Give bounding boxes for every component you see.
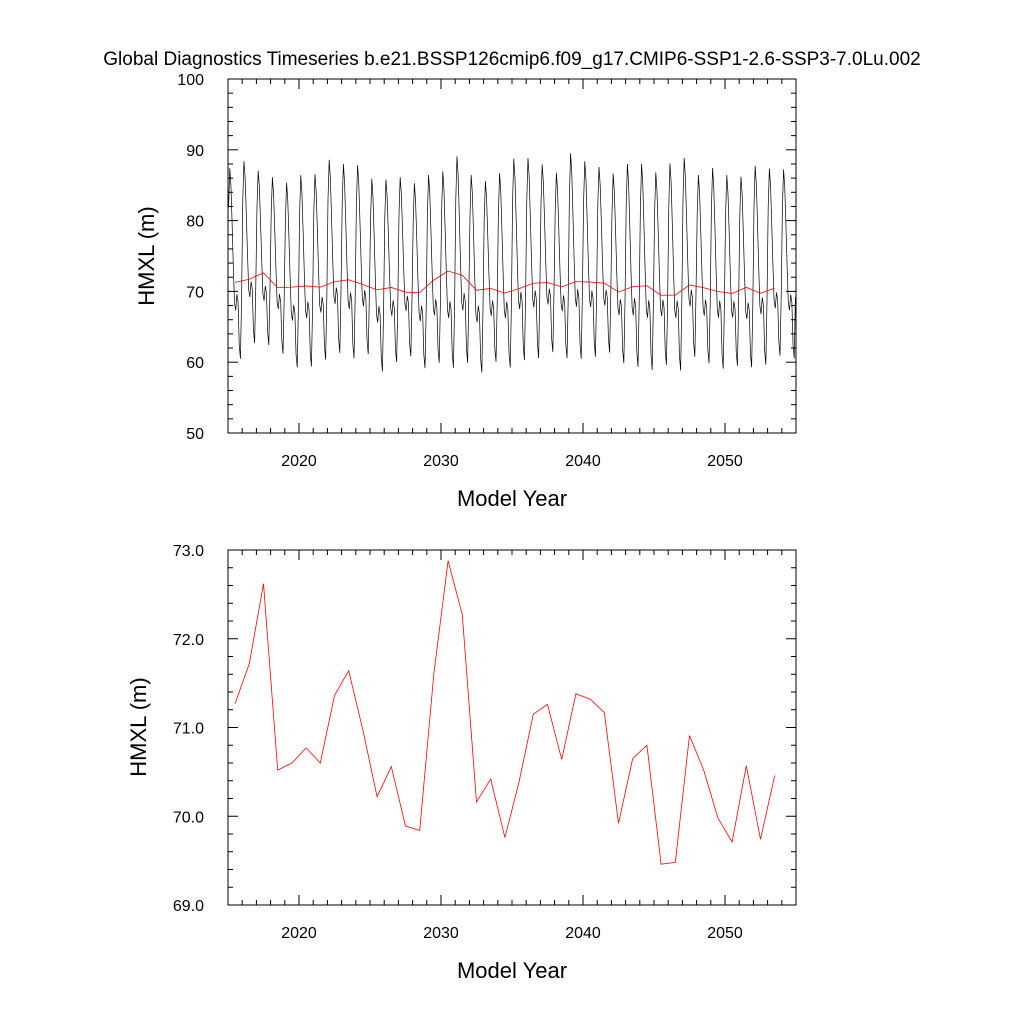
bottom-y-tick-label: 73.0 xyxy=(173,543,204,560)
top-x-tick-label: 2050 xyxy=(707,453,743,470)
bottom-x-axis-label: Model Year xyxy=(457,958,567,983)
bottom-y-axis-label: HMXL (m) xyxy=(126,677,151,776)
top-y-axis-label: HMXL (m) xyxy=(134,206,159,305)
top-panel: Model Year HMXL (m) 2020 2030 2040 2050 50 60… xyxy=(134,72,797,511)
bottom-panel: Model Year HMXL (m) 2020 2030 2040 2050 69.0… xyxy=(126,543,797,983)
top-x-tick-label: 2020 xyxy=(281,453,317,470)
top-y-tick-label: 100 xyxy=(177,72,204,89)
top-monthly-series-line xyxy=(228,153,796,373)
top-x-tick-label: 2040 xyxy=(565,453,601,470)
bottom-y-tick-label: 72.0 xyxy=(173,632,204,649)
bottom-plot-frame xyxy=(227,549,797,906)
bottom-x-tick-label: 2040 xyxy=(565,925,601,942)
chart-title: Global Diagnostics Timeseries b.e21.BSSP… xyxy=(103,49,920,70)
top-y-tick-label: 60 xyxy=(186,355,204,372)
bottom-x-tick-label: 2030 xyxy=(423,925,459,942)
top-y-tick-label: 80 xyxy=(186,214,204,231)
top-x-axis-label: Model Year xyxy=(457,486,567,511)
top-y-tick-label: 70 xyxy=(186,284,204,301)
bottom-y-tick-label: 70.0 xyxy=(173,809,204,826)
bottom-y-tick-label: 69.0 xyxy=(173,898,204,915)
top-annual-mean-series-line xyxy=(235,270,775,296)
bottom-y-tick-label: 71.0 xyxy=(173,721,204,738)
top-y-tick-label: 50 xyxy=(186,426,204,443)
top-x-tick-label: 2030 xyxy=(423,453,459,470)
bottom-annual-mean-series-line xyxy=(234,560,776,865)
bottom-x-tick-label: 2050 xyxy=(707,925,743,942)
bottom-x-tick-label: 2020 xyxy=(281,925,317,942)
top-y-tick-label: 90 xyxy=(186,143,204,160)
